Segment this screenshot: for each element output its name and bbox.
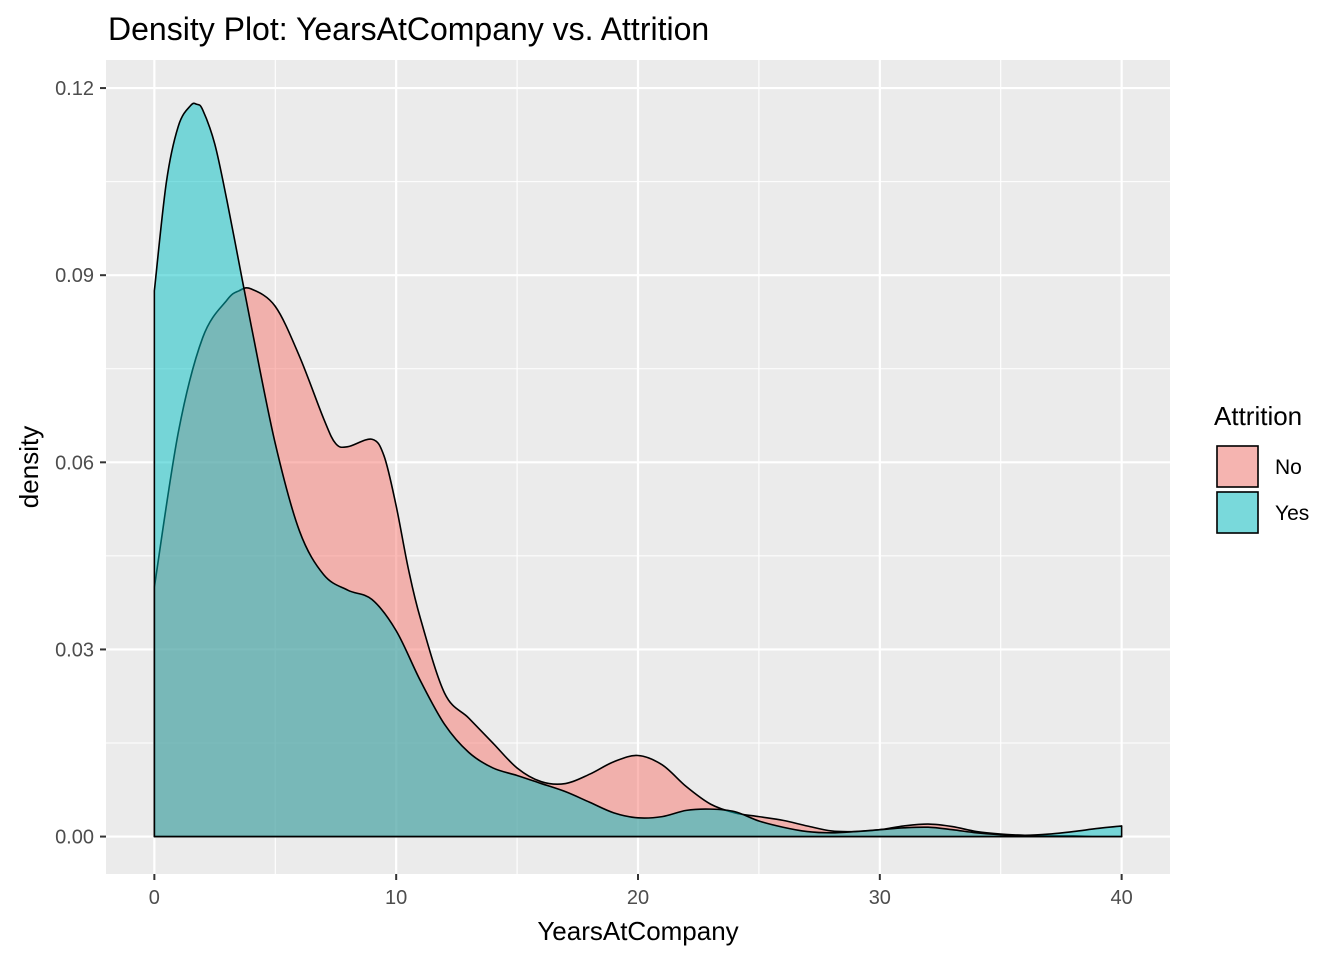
x-axis: 0 10 20 30 40 (149, 874, 1133, 909)
y-axis: 0.00 0.03 0.06 0.09 0.12 (55, 78, 106, 849)
legend-label-yes: Yes (1275, 502, 1309, 525)
y-axis-title: density (14, 426, 44, 508)
y-tick-label: 0.03 (55, 639, 94, 661)
y-tick-label: 0.06 (55, 452, 94, 474)
legend: Attrition No Yes (1214, 401, 1309, 534)
legend-swatch-no (1216, 445, 1259, 488)
y-tick-label: 0.12 (55, 78, 94, 100)
x-tick-label: 40 (1111, 887, 1133, 909)
x-axis-title: YearsAtCompany (537, 916, 738, 946)
legend-title: Attrition (1214, 401, 1302, 431)
density-area-yes (153, 102, 1123, 838)
x-tick-label: 0 (149, 887, 160, 909)
legend-label-no: No (1275, 456, 1302, 479)
y-tick-label: 0.00 (55, 827, 94, 849)
y-tick-label: 0.09 (55, 265, 94, 287)
x-tick-label: 20 (627, 887, 649, 909)
legend-entries: No Yes (1216, 445, 1309, 534)
chart-title: Density Plot: YearsAtCompany vs. Attriti… (108, 11, 709, 47)
x-tick-label: 10 (385, 887, 407, 909)
legend-swatch-yes (1216, 491, 1259, 534)
density-areas (153, 102, 1123, 838)
x-tick-label: 30 (869, 887, 891, 909)
